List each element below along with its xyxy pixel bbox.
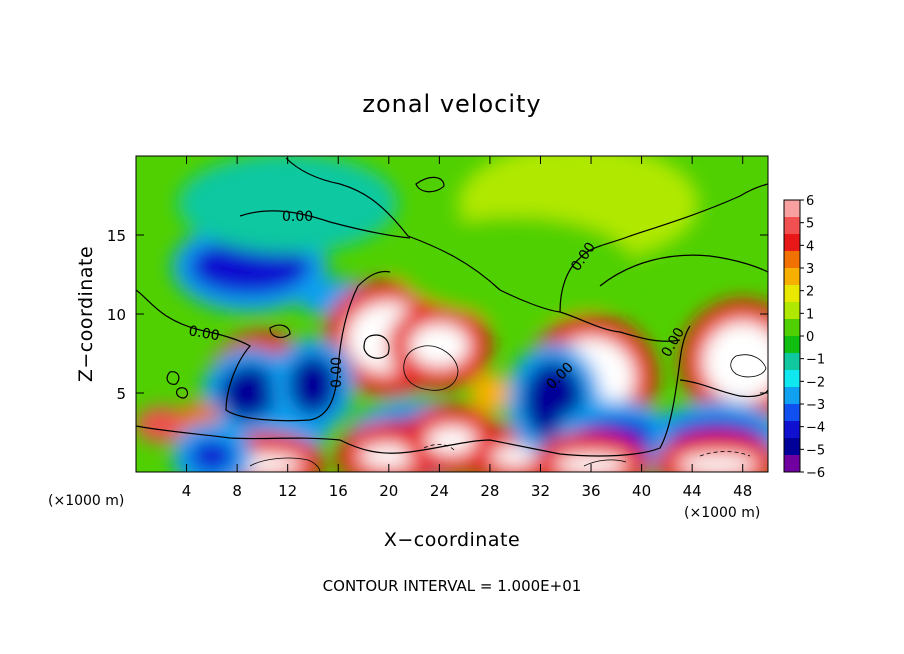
colorbar-tick-label: 3: [806, 262, 814, 277]
x-axis: 4 8 12 16 20 24 28 32 36 40 44 48: [182, 156, 752, 500]
colorbar-tick-label: −2: [806, 375, 825, 390]
contour-interval-note: CONTOUR INTERVAL = 1.000E+01: [323, 577, 582, 595]
colorbar-swatch: [784, 200, 800, 218]
colorbar-swatch: [784, 370, 800, 388]
colorbar-tick-label: 2: [806, 285, 814, 300]
field-feature: [469, 373, 510, 413]
colorbar-swatch: [784, 387, 800, 405]
colorbar-tick-label: −4: [806, 421, 825, 436]
field-feature: [358, 444, 419, 469]
contour-line: [363, 334, 390, 359]
x-tick-label: 28: [480, 482, 499, 500]
colorbar-swatch: [784, 404, 800, 422]
contour-line: [423, 444, 455, 451]
field-feature: [177, 156, 398, 254]
contour-line: [599, 254, 768, 287]
colorbar-tick-label: −5: [806, 443, 825, 458]
field-feature: [491, 446, 540, 467]
field-feature: [189, 440, 234, 472]
x-tick-label: 40: [632, 482, 651, 500]
contour-line: [583, 459, 627, 467]
y-tick-label: 5: [116, 385, 126, 403]
colorbar-tick-label: 4: [806, 239, 814, 254]
x-tick-label: 8: [232, 482, 242, 500]
x-axis-label: X−coordinate: [384, 529, 520, 551]
chart-title: zonal velocity: [362, 90, 541, 118]
inner-contours: [249, 345, 767, 472]
contour-line: [403, 345, 459, 391]
contour-line: [269, 324, 291, 338]
x-tick-label: 48: [733, 482, 752, 500]
x-axis-unit-right: (×1000 m): [684, 505, 760, 521]
field-feature: [219, 365, 280, 421]
x-tick-label: 32: [531, 482, 550, 500]
x-tick-label: 24: [430, 482, 449, 500]
colorbar-swatch: [784, 438, 800, 456]
heatmap-field: [136, 156, 768, 472]
x-tick-label: 36: [581, 482, 600, 500]
colorbar: 6 5 4 3 2 1 0 −1 −2 −3 −4 −5 −6: [783, 194, 825, 481]
x-tick-label: 20: [379, 482, 398, 500]
contour-line: [285, 157, 681, 342]
colorbar-tick-label: −1: [806, 353, 825, 368]
colorbar-swatch: [784, 285, 800, 303]
colorbar-swatch: [784, 302, 800, 320]
x-tick-label: 16: [329, 482, 348, 500]
field-feature: [395, 216, 636, 317]
contour-line: [239, 210, 411, 239]
contour-label: 0.00: [329, 357, 345, 388]
colorbar-swatch: [784, 217, 800, 235]
colorbar-swatch: [784, 421, 800, 439]
contour-line: [249, 457, 321, 472]
x-tick-label: 12: [278, 482, 297, 500]
x-tick-label: 44: [683, 482, 702, 500]
colorbar-swatch: [784, 234, 800, 252]
field-feature: [136, 406, 188, 443]
contour-line: [136, 325, 691, 457]
zero-contours: [136, 157, 768, 457]
colorbar-swatch: [784, 251, 800, 269]
colorbar-tick-label: 0: [806, 330, 814, 345]
field-feature: [702, 321, 768, 402]
contour-line: [415, 176, 445, 193]
colorbar-tick-label: 5: [806, 217, 814, 232]
colorbar-swatch: [784, 353, 800, 371]
y-tick-label: 15: [107, 227, 126, 245]
colorbar-swatch: [784, 336, 800, 354]
y-axis: 5 10 15: [107, 227, 768, 403]
x-axis-unit-left: (×1000 m): [48, 493, 124, 509]
colorbar-tick-label: −6: [806, 466, 825, 481]
colorbar-tick-label: −3: [806, 398, 825, 413]
colorbar-swatch: [784, 319, 800, 337]
colorbar-swatch: [784, 455, 800, 473]
field-feature: [409, 323, 470, 368]
contour-line: [559, 183, 768, 313]
y-axis-label: Z−coordinate: [75, 246, 97, 382]
contour-line: [166, 371, 180, 385]
y-tick-label: 10: [107, 306, 126, 324]
contour-line: [136, 270, 391, 422]
colorbar-tick-label: 6: [806, 194, 814, 209]
field-feature: [677, 454, 758, 472]
contour-line: [175, 387, 189, 399]
colorbar-tick-label: 1: [806, 307, 814, 322]
contour-label: 0.00: [187, 323, 220, 344]
field-features: [136, 156, 768, 472]
field-feature: [288, 355, 337, 416]
x-tick-label: 4: [182, 482, 192, 500]
contour-line: [730, 354, 767, 378]
colorbar-swatch: [784, 268, 800, 286]
contour-label: 0.00: [282, 209, 313, 225]
